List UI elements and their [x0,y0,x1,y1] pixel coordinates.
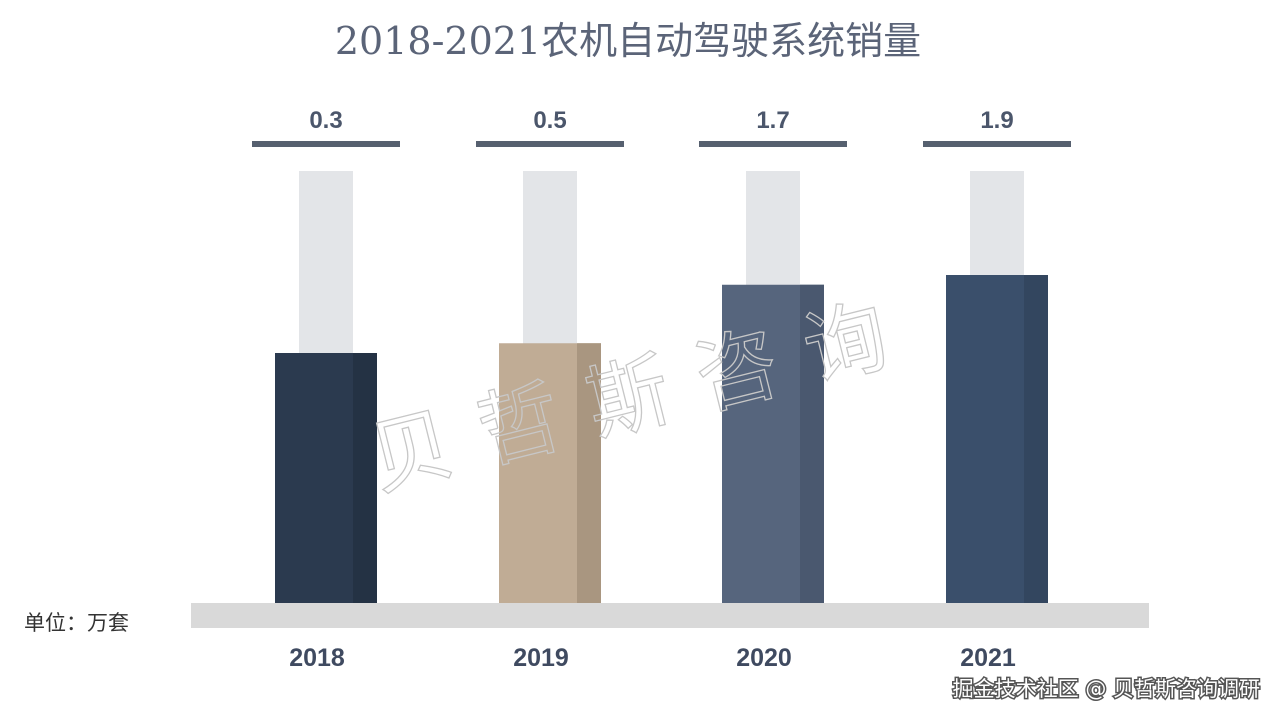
category-label: 2018 [289,644,345,672]
value-label: 1.9 [980,107,1013,134]
value-label: 0.5 [533,107,566,134]
column-2018: 0.3 [252,107,400,603]
unit-label: 单位：万套 [24,611,129,635]
column-2021: 1.9 [923,107,1071,603]
bar-shade [577,343,601,603]
category-label: 2019 [513,644,569,672]
bar-shade [1024,275,1048,603]
bar-shade [353,353,377,603]
value-underline [476,141,624,147]
category-label: 2021 [960,644,1016,672]
value-underline [923,141,1071,147]
value-label: 1.7 [756,107,789,134]
column-2019: 0.5 [476,107,624,603]
bar-shade [800,284,824,603]
value-underline [252,141,400,147]
category-labels: 2018 2019 2020 2021 [289,644,1016,672]
footer-caption: 掘金技术社区 @ 贝哲斯咨询调研 [951,676,1261,703]
footer-text: 掘金技术社区 @ 贝哲斯咨询调研 [953,677,1260,701]
value-label: 0.3 [309,107,342,134]
baseline-bar [191,603,1149,628]
value-underline [699,141,847,147]
columns: 0.3 0.5 1.7 1.9 [252,107,1071,603]
category-label: 2020 [736,644,792,672]
chart-title: 2018-2021农机自动驾驶系统销量 [335,19,921,63]
column-2020: 1.7 [699,107,847,603]
